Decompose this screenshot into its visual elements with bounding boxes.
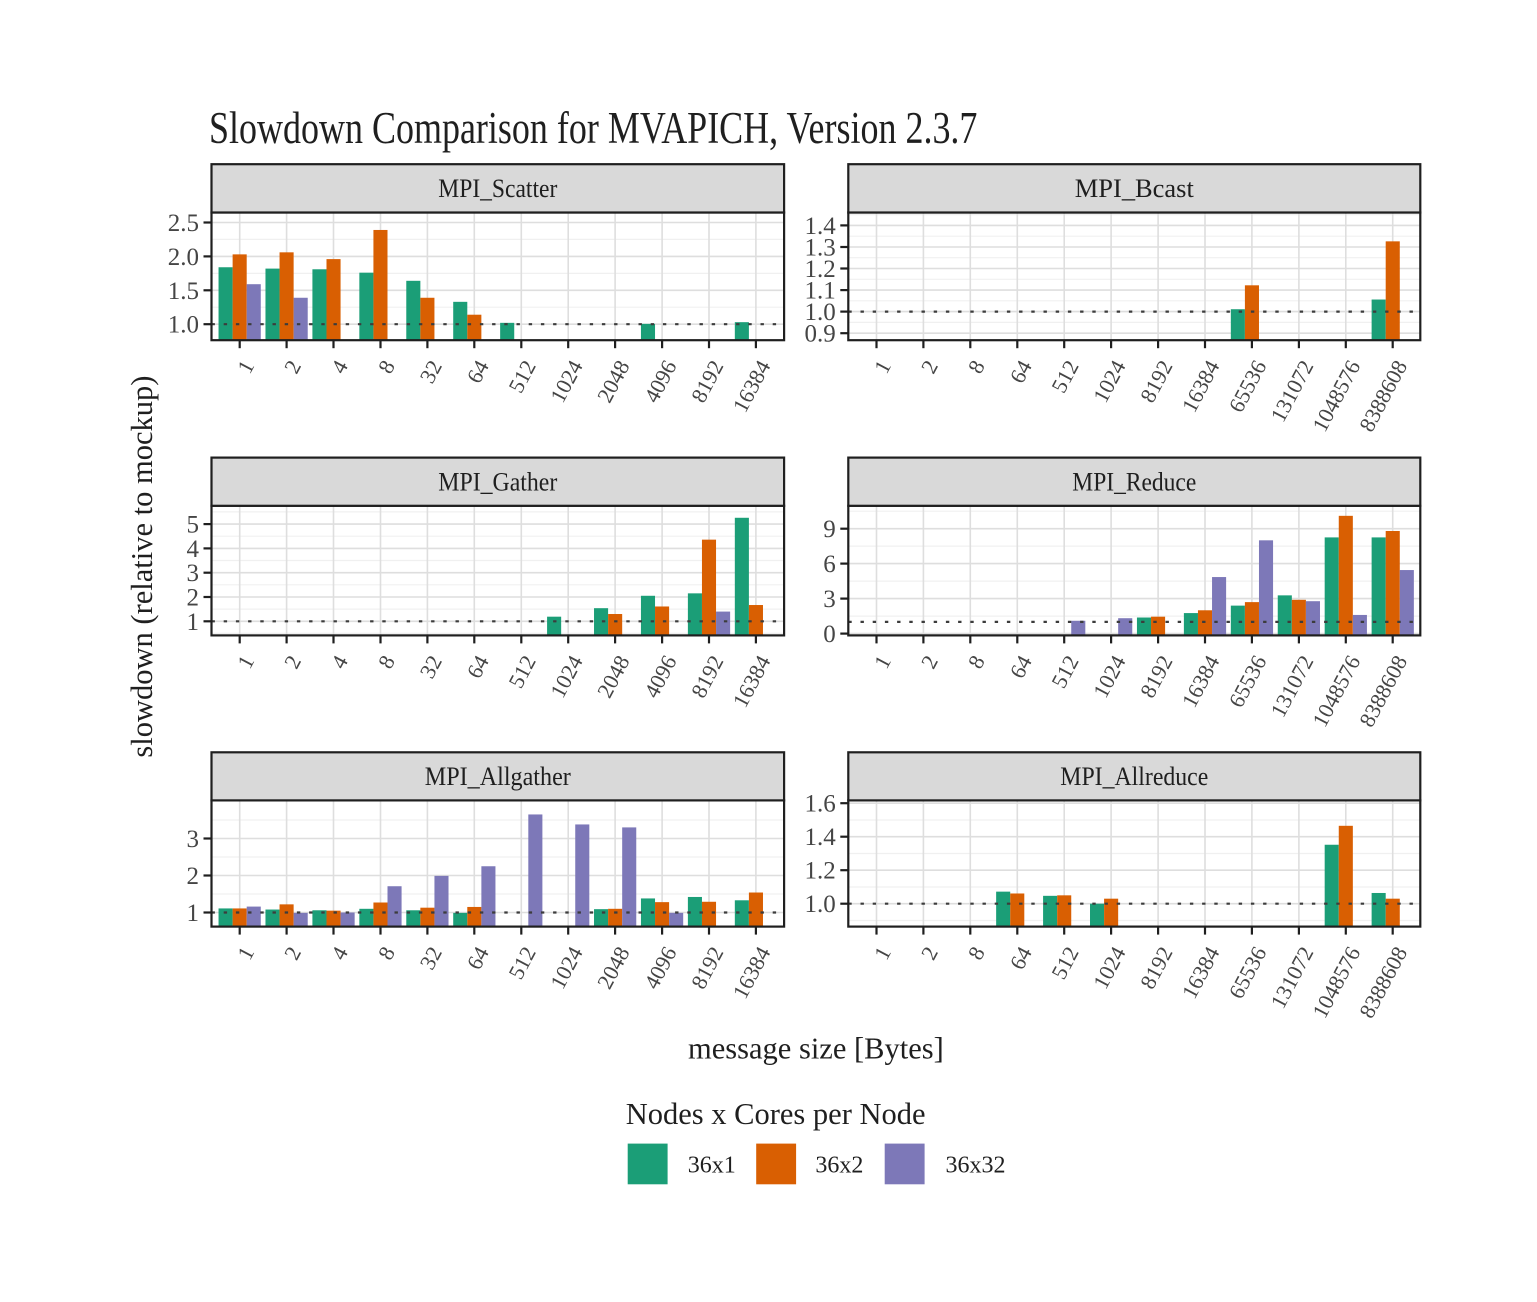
svg-text:1.4: 1.4 (805, 213, 837, 240)
svg-text:6: 6 (823, 551, 836, 578)
svg-text:0.9: 0.9 (805, 321, 836, 348)
svg-text:1.0: 1.0 (168, 312, 199, 339)
svg-text:2: 2 (187, 863, 200, 890)
svg-text:Nodes x Cores per Node: Nodes x Cores per Node (626, 1097, 926, 1131)
svg-text:MPI_Gather: MPI_Gather (438, 467, 557, 496)
svg-text:1: 1 (187, 609, 200, 636)
svg-text:36x2: 36x2 (815, 1153, 863, 1179)
svg-text:36x1: 36x1 (688, 1153, 736, 1179)
svg-text:1.4: 1.4 (805, 824, 837, 851)
svg-text:2.5: 2.5 (168, 210, 199, 237)
svg-text:3: 3 (187, 560, 200, 587)
svg-text:1.5: 1.5 (168, 278, 199, 305)
svg-text:slowdown (relative to mockup): slowdown (relative to mockup) (125, 376, 159, 758)
svg-text:1.2: 1.2 (805, 256, 836, 283)
svg-text:1.0: 1.0 (805, 299, 836, 326)
svg-text:1.1: 1.1 (805, 278, 836, 305)
svg-text:MPI_Bcast: MPI_Bcast (1075, 174, 1195, 203)
svg-text:Slowdown Comparison for MVAPIC: Slowdown Comparison for MVAPICH, Version… (209, 103, 977, 153)
svg-text:5: 5 (187, 512, 200, 539)
svg-text:MPI_Allreduce: MPI_Allreduce (1060, 762, 1208, 791)
svg-text:1.0: 1.0 (805, 891, 836, 918)
svg-text:4: 4 (187, 536, 200, 563)
svg-text:MPI_Scatter: MPI_Scatter (438, 174, 557, 203)
svg-text:1: 1 (187, 900, 200, 927)
svg-text:1.3: 1.3 (805, 235, 836, 262)
svg-text:2.0: 2.0 (168, 244, 199, 271)
svg-text:0: 0 (823, 621, 836, 648)
svg-text:1.6: 1.6 (805, 791, 836, 818)
svg-text:1.2: 1.2 (805, 858, 836, 885)
svg-text:3: 3 (823, 586, 836, 613)
svg-text:MPI_Allgather: MPI_Allgather (425, 762, 571, 791)
svg-text:9: 9 (823, 516, 836, 543)
svg-text:3: 3 (187, 826, 200, 853)
svg-text:message size [Bytes]: message size [Bytes] (688, 1032, 944, 1066)
svg-text:36x32: 36x32 (946, 1153, 1006, 1179)
svg-text:MPI_Reduce: MPI_Reduce (1072, 467, 1196, 496)
svg-text:2: 2 (187, 585, 200, 612)
